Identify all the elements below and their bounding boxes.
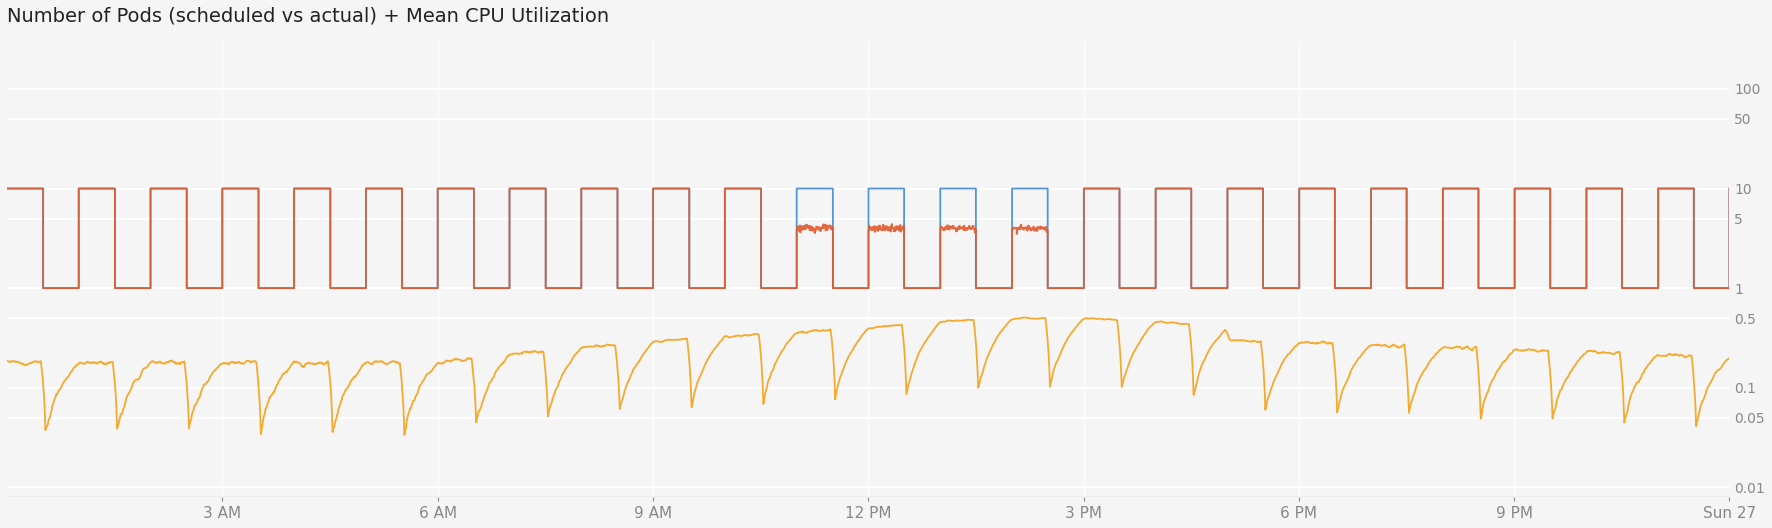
Text: Number of Pods (scheduled vs actual) + Mean CPU Utilization: Number of Pods (scheduled vs actual) + M… xyxy=(7,7,610,26)
